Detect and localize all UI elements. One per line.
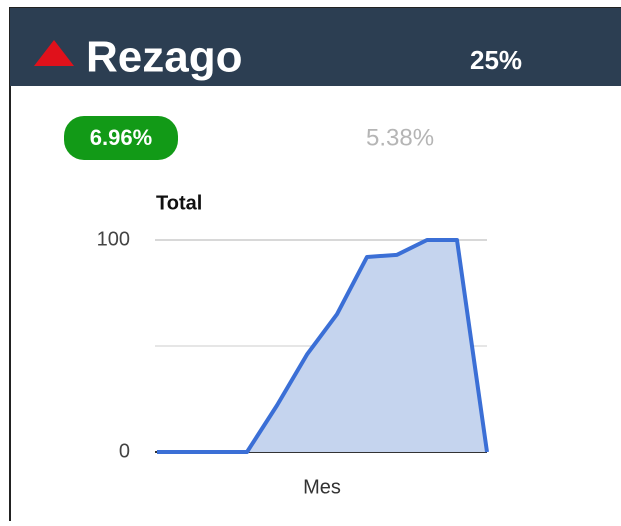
- area-fill: [157, 240, 487, 452]
- y-tick-label: 0: [119, 440, 130, 462]
- y-axis-title: Total: [156, 192, 202, 214]
- header-bar: [10, 8, 621, 86]
- header-value: 25%: [470, 45, 522, 75]
- badge-text: 6.96%: [90, 125, 152, 150]
- area-line: [157, 238, 489, 454]
- header-title: Rezago: [86, 33, 242, 82]
- up-indicator: [34, 40, 74, 66]
- secondary-value: 5.38%: [366, 124, 434, 151]
- y-tick-label: 100: [97, 228, 130, 250]
- badge-pill: [64, 116, 178, 160]
- x-axis-title: Mes: [303, 476, 341, 498]
